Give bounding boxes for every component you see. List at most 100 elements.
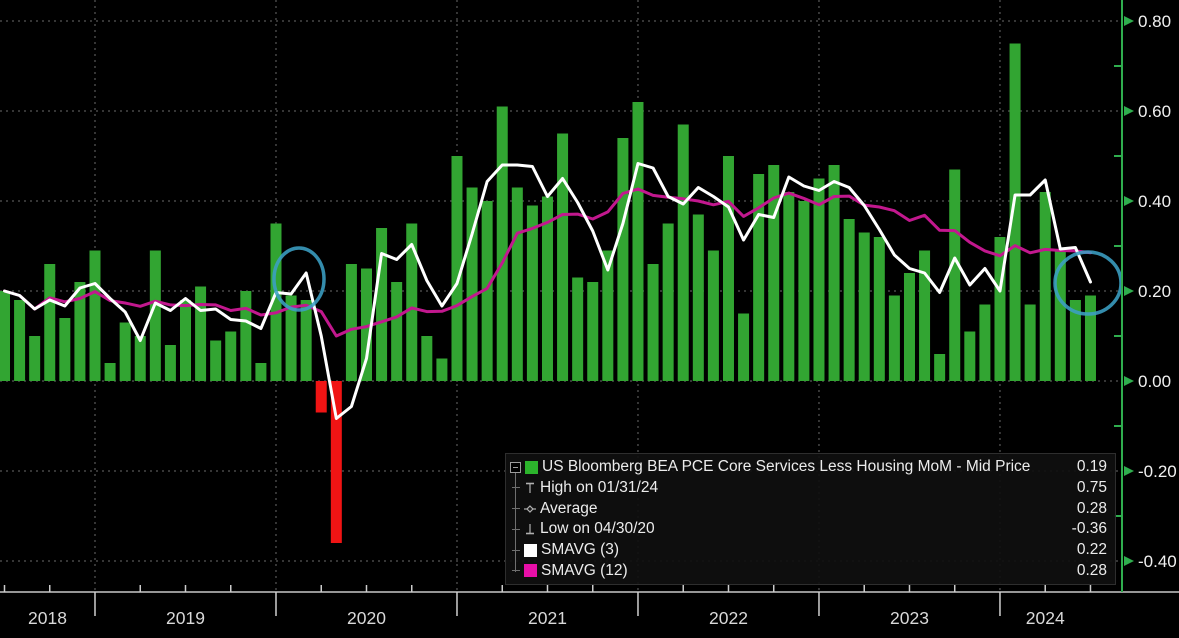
smavg3-label: SMAVG (3) bbox=[541, 541, 620, 559]
bar-2021-08 bbox=[572, 277, 584, 381]
bar-2019-11 bbox=[255, 363, 267, 381]
tree-stub bbox=[512, 508, 520, 510]
bar-2020-03 bbox=[315, 381, 327, 413]
low-marker-icon bbox=[526, 524, 534, 535]
bar-2018-12 bbox=[89, 250, 101, 381]
bar-2024-04 bbox=[1054, 250, 1066, 381]
bar-2021-01 bbox=[466, 187, 478, 381]
bar-2021-09 bbox=[587, 282, 599, 381]
legend-row-smavg3: SMAVG (3) 0.22 bbox=[510, 540, 1107, 560]
low-value: -0.36 bbox=[1071, 520, 1107, 538]
series-label: US Bloomberg BEA PCE Core Services Less … bbox=[542, 458, 1031, 475]
bar-2023-03 bbox=[858, 232, 870, 381]
high-label: High on 01/31/24 bbox=[540, 478, 659, 496]
bar-2022-01 bbox=[647, 264, 659, 381]
y-axis-arrow-marker bbox=[1124, 286, 1134, 296]
bar-2019-05 bbox=[164, 345, 176, 381]
legend-tree-connector bbox=[515, 466, 516, 572]
legend-row-series: US Bloomberg BEA PCE Core Services Less … bbox=[510, 457, 1107, 477]
bar-2023-06 bbox=[903, 273, 915, 381]
x-axis-year-label: 2019 bbox=[166, 608, 205, 628]
bar-2022-03 bbox=[677, 124, 689, 381]
smavg12-label: SMAVG (12) bbox=[541, 561, 628, 579]
bar-2018-10 bbox=[59, 318, 71, 381]
legend-row-smavg12: SMAVG (12) 0.28 bbox=[510, 561, 1107, 581]
tree-stub bbox=[512, 487, 520, 489]
y-axis-tick-label: 0.80 bbox=[1138, 12, 1171, 31]
smavg3-value: 0.22 bbox=[1076, 541, 1107, 559]
smavg3-line bbox=[3, 162, 1092, 420]
smavg12-value: 0.28 bbox=[1076, 561, 1107, 579]
bar-2018-07 bbox=[14, 300, 26, 381]
legend-row-low: Low on 04/30/20 -0.36 bbox=[510, 519, 1107, 539]
y-axis-arrow-marker bbox=[1124, 466, 1134, 476]
x-axis-year-label: 2022 bbox=[709, 608, 748, 628]
bar-2021-11 bbox=[617, 138, 629, 381]
y-axis-arrow-marker bbox=[1124, 16, 1134, 26]
bar-2022-08 bbox=[753, 174, 765, 381]
bar-2023-08 bbox=[934, 354, 946, 381]
bar-2023-02 bbox=[843, 219, 855, 381]
bar-2023-07 bbox=[919, 250, 931, 381]
bar-2022-02 bbox=[662, 223, 674, 381]
average-label: Average bbox=[540, 499, 598, 517]
bar-2019-06 bbox=[179, 300, 191, 381]
bar-2018-08 bbox=[29, 336, 41, 381]
legend-row-high: High on 01/31/24 0.75 bbox=[510, 478, 1107, 498]
high-value: 0.75 bbox=[1076, 478, 1107, 496]
bar-2019-03 bbox=[134, 336, 146, 381]
bar-2024-06 bbox=[1084, 295, 1096, 381]
tree-stub bbox=[512, 528, 520, 530]
bar-2020-12 bbox=[451, 156, 463, 381]
low-label: Low on 04/30/20 bbox=[540, 520, 655, 538]
bar-2024-02 bbox=[1024, 304, 1036, 381]
high-marker-icon bbox=[526, 482, 534, 493]
smavg12-swatch-icon bbox=[524, 564, 537, 578]
bar-2019-09 bbox=[225, 331, 237, 381]
x-axis-year-label: 2018 bbox=[28, 608, 67, 628]
bar-2023-04 bbox=[873, 237, 885, 381]
bar-2021-12 bbox=[632, 102, 644, 381]
bar-2020-05 bbox=[345, 264, 357, 381]
bar-2020-06 bbox=[360, 268, 372, 381]
bar-2022-09 bbox=[768, 165, 780, 381]
y-axis-arrow-marker bbox=[1124, 106, 1134, 116]
bar-2020-09 bbox=[406, 223, 418, 381]
bar-2021-06 bbox=[541, 196, 553, 381]
bar-2022-10 bbox=[783, 192, 795, 381]
tree-expander-icon[interactable] bbox=[510, 461, 521, 473]
bar-2018-06 bbox=[0, 291, 10, 381]
bar-2022-06 bbox=[722, 156, 734, 381]
bar-2020-01 bbox=[285, 295, 297, 381]
bar-2019-02 bbox=[119, 322, 131, 381]
bar-2020-10 bbox=[421, 336, 433, 381]
legend-panel: US Bloomberg BEA PCE Core Services Less … bbox=[505, 453, 1116, 585]
bar-2021-07 bbox=[557, 133, 569, 381]
bar-2022-11 bbox=[798, 201, 810, 381]
bar-2021-02 bbox=[481, 201, 493, 381]
bar-2023-10 bbox=[964, 331, 976, 381]
bar-2021-10 bbox=[602, 250, 614, 381]
bar-2023-11 bbox=[979, 304, 991, 381]
bar-2019-10 bbox=[240, 291, 252, 381]
smavg3-swatch-icon bbox=[524, 543, 537, 557]
bar-2019-08 bbox=[210, 340, 222, 381]
bar-2024-01 bbox=[1009, 43, 1021, 381]
bar-2019-07 bbox=[195, 286, 207, 381]
y-axis-tick-label: 0.00 bbox=[1138, 372, 1171, 391]
annotation-circle bbox=[272, 246, 326, 312]
average-marker-icon bbox=[524, 504, 536, 513]
smavg12-line bbox=[3, 187, 1092, 338]
bar-2021-04 bbox=[511, 187, 523, 381]
y-axis-tick-label: 0.40 bbox=[1138, 192, 1171, 211]
bar-2020-07 bbox=[376, 228, 388, 381]
bar-2019-12 bbox=[270, 223, 282, 381]
bar-2020-04 bbox=[330, 381, 342, 543]
y-axis-tick-label: 0.20 bbox=[1138, 282, 1171, 301]
bar-2018-11 bbox=[74, 282, 86, 381]
bar-2023-09 bbox=[949, 169, 961, 381]
bar-2019-04 bbox=[149, 250, 161, 381]
y-axis-tick-label: -0.40 bbox=[1138, 552, 1177, 571]
y-axis-arrow-marker bbox=[1124, 376, 1134, 386]
bar-2022-04 bbox=[692, 214, 704, 381]
